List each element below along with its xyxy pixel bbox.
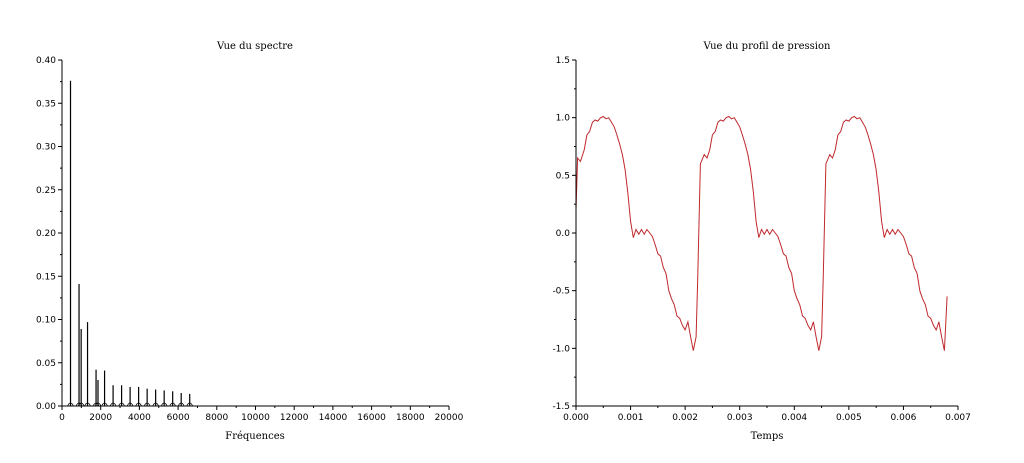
spectrum-chart: Vue du spectre Fréquences 0.000.050.100.… — [36, 41, 464, 442]
spectrum-x-tick-label: 10000 — [241, 413, 270, 423]
spectrum-bar-base — [94, 402, 102, 407]
spectrum-x-tick-label: 2000 — [89, 413, 112, 423]
spectrum-bar-base — [118, 402, 125, 407]
spectrum-bar-base — [169, 402, 176, 407]
pressure-y-tick-label: 1.5 — [556, 56, 570, 66]
pressure-x-tick-label: 0.003 — [727, 413, 753, 423]
spectrum-bar-base — [75, 402, 83, 407]
pressure-x-tick-label: 0.005 — [836, 413, 862, 423]
pressure-x-ticks: 0.000 0.001 0.002 0.003 0.004 0.005 0.006 0.007 — [563, 406, 971, 423]
spectrum-bar-base — [77, 402, 85, 407]
spectrum-x-axis-label: Fréquences — [225, 431, 285, 442]
pressure-line — [575, 115, 948, 351]
spectrum-bar-base — [101, 402, 108, 407]
pressure-chart: Vue du profil de pression Temps -1.5 -1.0… — [552, 41, 970, 442]
spectrum-y-tick-label: 0.30 — [36, 143, 56, 153]
pressure-x-tick-label: 0.002 — [672, 413, 698, 423]
spectrum-bar-base — [152, 402, 159, 407]
pressure-x-axis-label: Temps — [751, 431, 784, 442]
pressure-x-tick-label: 0.007 — [945, 413, 971, 423]
spectrum-x-ticks: 0 2000 4000 6000 8000 10000 12000 14000 16000 180… — [59, 406, 464, 423]
pressure-x-tick-label: 0.001 — [618, 413, 644, 423]
pressure-x-tick-label: 0.006 — [891, 413, 917, 423]
spectrum-y-tick-label: 0.40 — [36, 56, 56, 66]
pressure-y-tick-label: -0.5 — [552, 287, 570, 297]
spectrum-bar-base — [160, 402, 168, 407]
spectrum-bar-base — [177, 402, 185, 407]
spectrum-y-tick-label: 0.35 — [36, 99, 56, 109]
spectrum-bar-base — [186, 402, 194, 407]
pressure-y-tick-label: 0.0 — [556, 229, 571, 239]
spectrum-y-tick-label: 0.20 — [36, 229, 56, 239]
spectrum-x-tick-label: 4000 — [128, 413, 151, 423]
spectrum-y-tick-label: 0.10 — [36, 316, 56, 326]
spectrum-y-tick-label: 0.00 — [36, 402, 56, 412]
pressure-y-tick-label: 1.0 — [556, 114, 571, 124]
pressure-y-tick-label: -1.0 — [552, 344, 570, 354]
spectrum-bar-base — [109, 402, 117, 407]
spectrum-bar-base — [126, 402, 134, 407]
spectrum-y-tick-label: 0.25 — [36, 186, 56, 196]
pressure-y-ticks: -1.5 -1.0 -0.5 0.0 0.5 1.0 1.5 — [552, 56, 576, 412]
spectrum-x-tick-label: 18000 — [396, 413, 425, 423]
spectrum-y-ticks: 0.00 0.05 0.10 0.15 0.20 0.25 0.30 0.35 0.40 — [36, 56, 62, 412]
spectrum-bar-base — [67, 402, 74, 407]
spectrum-y-tick-label: 0.15 — [36, 272, 56, 282]
spectrum-y-tick-label: 0.05 — [36, 359, 56, 369]
spectrum-bar-base — [135, 402, 142, 407]
spectrum-x-tick-label: 8000 — [205, 413, 228, 423]
spectrum-x-tick-label: 6000 — [167, 413, 190, 423]
spectrum-x-tick-label: 20000 — [435, 413, 464, 423]
pressure-x-tick-label: 0.000 — [563, 413, 589, 423]
spectrum-bar-base — [92, 402, 100, 407]
spectrum-bars — [67, 80, 194, 407]
pressure-x-tick-label: 0.004 — [781, 413, 807, 423]
pressure-axes — [575, 60, 958, 407]
spectrum-title: Vue du spectre — [216, 41, 293, 52]
pressure-title: Vue du profil de pression — [703, 41, 831, 52]
spectrum-x-tick-label: 14000 — [319, 413, 348, 423]
spectrum-x-tick-label: 16000 — [357, 413, 386, 423]
spectrum-bar-base — [84, 402, 91, 407]
pressure-line-group — [575, 115, 948, 351]
pressure-y-tick-label: -1.5 — [552, 402, 570, 412]
spectrum-bar-base — [143, 402, 151, 407]
spectrum-x-tick-label: 0 — [59, 413, 65, 423]
spectrum-x-tick-label: 12000 — [280, 413, 309, 423]
spectrum-axes — [61, 60, 449, 407]
pressure-y-tick-label: 0.5 — [556, 171, 570, 181]
